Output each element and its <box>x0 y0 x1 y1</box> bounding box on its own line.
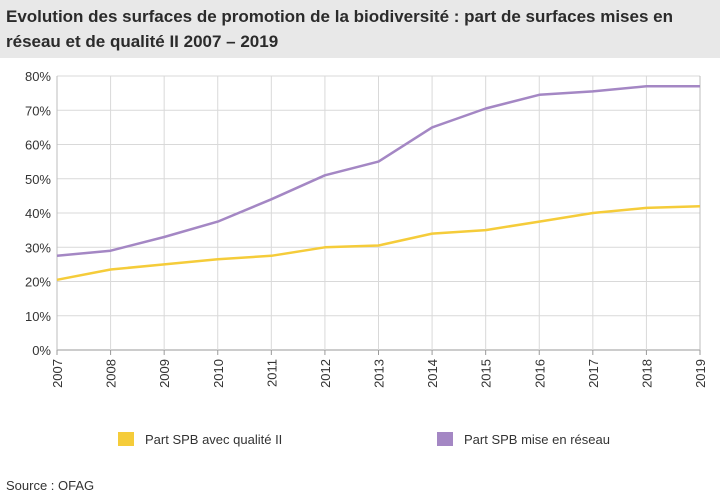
axes: 0% 10% 20% 30% 40% 50% 60% 70% 80% 2007 2008 2009 20… <box>25 69 708 388</box>
y-tick-label: 80% <box>25 69 51 84</box>
source-note: Source : OFAG <box>6 478 95 493</box>
x-tick-label: 2010 <box>211 359 226 388</box>
y-tick-label: 20% <box>25 275 51 290</box>
y-tick-label: 40% <box>25 206 51 221</box>
y-tick-label: 10% <box>25 309 51 324</box>
x-tick-label: 2017 <box>586 359 601 388</box>
x-tick-label: 2014 <box>425 359 440 388</box>
x-tick-label: 2019 <box>693 359 708 388</box>
x-tick-label: 2012 <box>318 359 333 388</box>
y-tick-label: 60% <box>25 138 51 153</box>
series-lines <box>56 85 701 282</box>
chart-area: 0% 10% 20% 30% 40% 50% 60% 70% 80% 2007 2008 2009 20… <box>0 58 720 468</box>
y-tick-label: 70% <box>25 103 51 118</box>
x-tick-label: 2007 <box>50 359 65 388</box>
x-tick-label: 2009 <box>157 359 172 388</box>
y-tick-label: 0% <box>32 343 51 358</box>
legend-label: Part SPB avec qualité II <box>145 432 282 447</box>
legend: Part SPB avec qualité II Part SPB mise en… <box>118 432 610 447</box>
legend-swatch <box>118 432 134 446</box>
legend-label: Part SPB mise en réseau <box>464 432 610 447</box>
x-tick-label: 2011 <box>264 359 279 387</box>
title-banner: Evolution des surfaces de promotion de l… <box>0 0 720 58</box>
y-tick-label: 50% <box>25 172 51 187</box>
x-tick-label: 2016 <box>532 359 547 388</box>
x-tick-label: 2018 <box>639 359 654 388</box>
series-line-qualite-ii <box>56 204 701 282</box>
x-tick-label: 2008 <box>104 359 119 388</box>
x-tick-label: 2015 <box>479 359 494 388</box>
line-chart: 0% 10% 20% 30% 40% 50% 60% 70% 80% 2007 2008 2009 20… <box>25 69 708 447</box>
legend-swatch <box>437 432 453 446</box>
series-line-mise-en-reseau <box>56 85 700 258</box>
gridlines <box>56 75 701 351</box>
chart-title: Evolution des surfaces de promotion de l… <box>6 7 673 51</box>
y-tick-label: 30% <box>25 240 51 255</box>
x-tick-label: 2013 <box>372 359 387 388</box>
